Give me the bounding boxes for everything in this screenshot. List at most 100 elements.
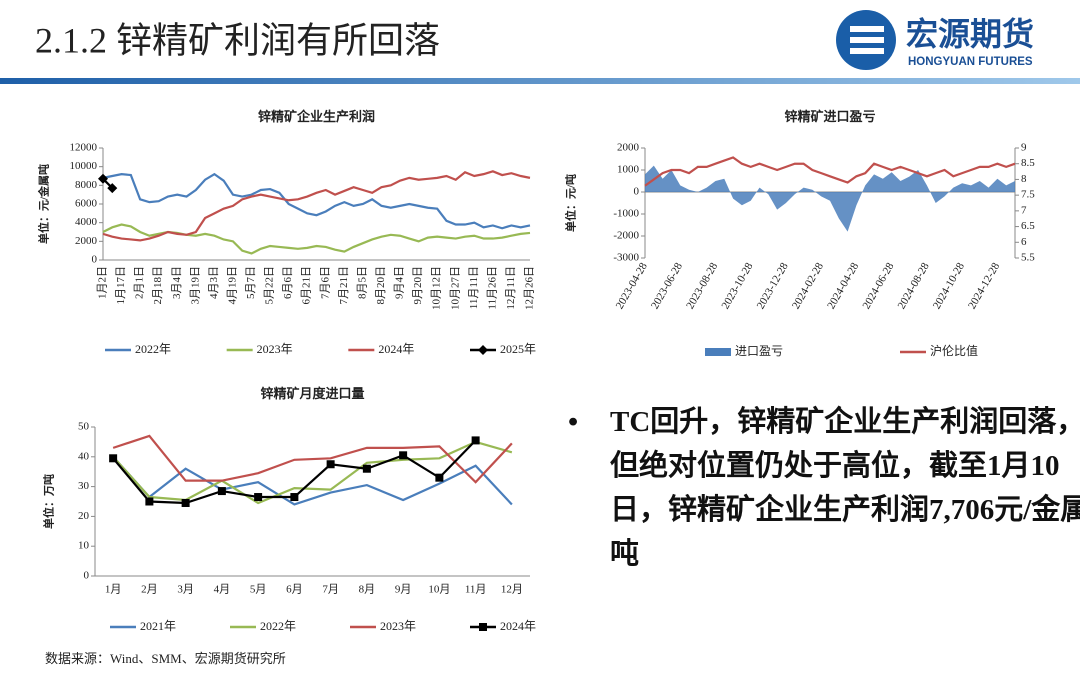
legend-label: 2023年	[257, 342, 293, 356]
x-tick-label: 7月6日	[319, 266, 331, 299]
series-line	[102, 172, 531, 230]
x-tick-label: 10月12日	[431, 266, 443, 310]
x-tick-label: 6月21日	[301, 266, 313, 305]
series-line	[644, 156, 1016, 187]
y-tick-label: -1000	[613, 208, 639, 220]
x-tick-label: 5月	[250, 584, 267, 596]
x-tick-label: 2月	[141, 584, 158, 596]
legend-label: 沪伦比值	[930, 343, 978, 358]
legend-swatch	[705, 348, 731, 356]
y-tick-label: -3000	[613, 252, 639, 264]
x-tick-label: 8月	[359, 584, 376, 596]
y-axis-title: 单位：万吨	[42, 474, 56, 529]
logo-stripe	[850, 37, 884, 43]
legend-marker	[478, 345, 488, 355]
x-tick-label: 7月	[322, 584, 339, 596]
marker	[399, 451, 408, 460]
y2-tick-label: 6	[1021, 236, 1027, 248]
x-tick-label: 8月5日	[356, 266, 368, 299]
marker	[471, 436, 480, 445]
header-band	[0, 78, 1080, 84]
x-tick-label: 2023-04-28	[614, 260, 650, 311]
x-tick-label: 2024-06-28	[860, 260, 896, 311]
logo-stripe	[850, 48, 884, 54]
x-tick-label: 5月22日	[264, 266, 276, 305]
y-axis-title: 单位：元/金属吨	[37, 164, 51, 244]
chart-title: 锌精矿月度进口量	[260, 386, 364, 401]
slide-title: 2.1.2 锌精矿利润有所回落	[35, 20, 440, 60]
x-tick-label: 12月26日	[524, 266, 536, 310]
logo-en: HONGYUAN FUTURES	[908, 56, 1033, 68]
x-tick-label: 9月20日	[412, 266, 424, 305]
series-line	[102, 170, 531, 242]
x-tick-label: 12月	[501, 584, 523, 596]
y2-tick-label: 8	[1021, 173, 1027, 185]
legend-label: 2022年	[135, 342, 171, 356]
marker	[145, 497, 154, 506]
x-tick-label: 3月4日	[171, 266, 183, 299]
legend-marker	[479, 623, 487, 631]
y-tick-label: 6000	[75, 198, 98, 210]
y2-tick-label: 6.5	[1021, 220, 1035, 232]
y-axis-title: 单位：元/吨	[564, 174, 578, 232]
y-tick-label: 10000	[70, 160, 98, 172]
legend-label: 进口盈亏	[735, 344, 783, 358]
x-tick-label: 12月11日	[505, 266, 517, 310]
marker	[217, 487, 226, 496]
legend-label: 2021年	[140, 619, 176, 633]
y2-tick-label: 7	[1021, 204, 1027, 216]
series-line	[112, 440, 513, 505]
x-tick-label: 10月27日	[449, 266, 461, 310]
y-tick-label: 20	[78, 510, 90, 522]
y-tick-label: 10	[78, 540, 90, 552]
y2-tick-label: 8.5	[1021, 157, 1035, 169]
y-tick-label: 2000	[617, 142, 640, 154]
y-tick-label: 0	[634, 186, 640, 198]
x-tick-label: 2023-10-28	[719, 260, 755, 311]
x-tick-label: 7月21日	[338, 266, 350, 305]
x-tick-label: 2023-06-28	[649, 260, 685, 311]
x-tick-label: 6月	[286, 584, 303, 596]
marker	[254, 493, 263, 502]
legend-label: 2025年	[500, 342, 536, 356]
y-tick-label: 1000	[617, 164, 640, 176]
bullet-text: • TC回升，锌精矿企业生产利润回落，但绝对位置仍处于高位，截至1月10日，锌精矿…	[568, 400, 1080, 576]
x-tick-label: 11月26日	[486, 266, 498, 310]
marker	[435, 473, 444, 482]
x-tick-label: 2024-02-28	[790, 260, 826, 311]
source: 数据来源：Wind、SMM、宏源期货研究所	[45, 651, 286, 666]
y-tick-label: 0	[92, 254, 98, 266]
logo-name: 宏源期货	[906, 15, 1034, 53]
x-tick-label: 4月19日	[226, 266, 238, 305]
x-tick-label: 1月	[105, 584, 122, 596]
marker	[362, 464, 371, 473]
legend-label: 2024年	[378, 342, 414, 356]
x-tick-label: 2024-10-28	[931, 260, 967, 311]
x-tick-label: 3月	[177, 584, 194, 596]
marker	[109, 454, 118, 463]
y-tick-label: 4000	[75, 216, 98, 228]
x-tick-label: 2024-04-28	[825, 260, 861, 311]
y-tick-label: 30	[78, 480, 90, 492]
x-tick-label: 4月	[214, 584, 231, 596]
x-tick-label: 11月11日	[468, 266, 480, 309]
x-tick-label: 2023-12-28	[755, 260, 791, 311]
y2-tick-label: 9	[1021, 142, 1027, 154]
y-tick-label: 40	[78, 450, 90, 462]
series-line	[102, 223, 531, 255]
marker	[107, 183, 118, 194]
x-tick-label: 4月3日	[208, 266, 220, 299]
y-tick-label: -2000	[613, 230, 639, 242]
bullet-dot: •	[568, 406, 579, 438]
chart-title: 锌精矿进口盈亏	[784, 109, 875, 124]
x-tick-label: 9月	[395, 584, 412, 596]
x-tick-label: 8月20日	[375, 266, 387, 305]
area	[645, 165, 1015, 232]
chart-title: 锌精矿企业生产利润	[258, 109, 375, 124]
y-tick-label: 2000	[75, 235, 98, 247]
x-tick-label: 5月7日	[245, 266, 257, 299]
y-tick-label: 0	[84, 570, 90, 582]
bullet-body: TC回升，锌精矿企业生产利润回落，但绝对位置仍处于高位，截至1月10日，锌精矿企…	[610, 406, 1080, 570]
